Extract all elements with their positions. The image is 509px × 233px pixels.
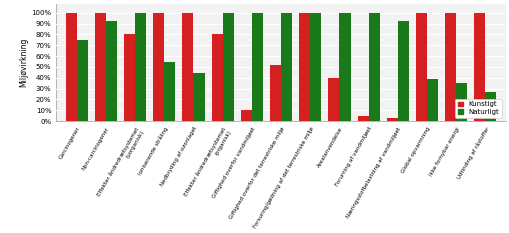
Bar (456, 83, 466, 121)
Bar (368, 13, 379, 121)
Bar (444, 13, 456, 121)
Bar (193, 73, 204, 121)
Bar (164, 62, 175, 121)
Bar (76, 40, 88, 121)
Bar (211, 34, 222, 121)
Bar (106, 21, 117, 121)
Bar (397, 21, 408, 121)
Bar (339, 13, 350, 121)
Bar (222, 13, 233, 121)
Bar (415, 13, 426, 121)
Bar (328, 78, 339, 121)
Bar (251, 13, 263, 121)
Bar (485, 92, 496, 121)
Bar (357, 116, 368, 121)
Bar (240, 110, 251, 121)
Bar (426, 79, 437, 121)
Bar (280, 13, 292, 121)
Legend: Kunstigt, Naturligt: Kunstigt, Naturligt (454, 99, 501, 118)
Bar (299, 13, 309, 121)
Bar (95, 13, 106, 121)
Bar (473, 13, 485, 121)
Bar (135, 13, 146, 121)
Bar (386, 118, 397, 121)
Bar (153, 13, 164, 121)
Bar (309, 13, 321, 121)
Y-axis label: Miljøvirkning: Miljøvirkning (19, 38, 29, 87)
Bar (124, 34, 135, 121)
Bar (269, 65, 280, 121)
Bar (66, 13, 76, 121)
Bar (182, 13, 193, 121)
